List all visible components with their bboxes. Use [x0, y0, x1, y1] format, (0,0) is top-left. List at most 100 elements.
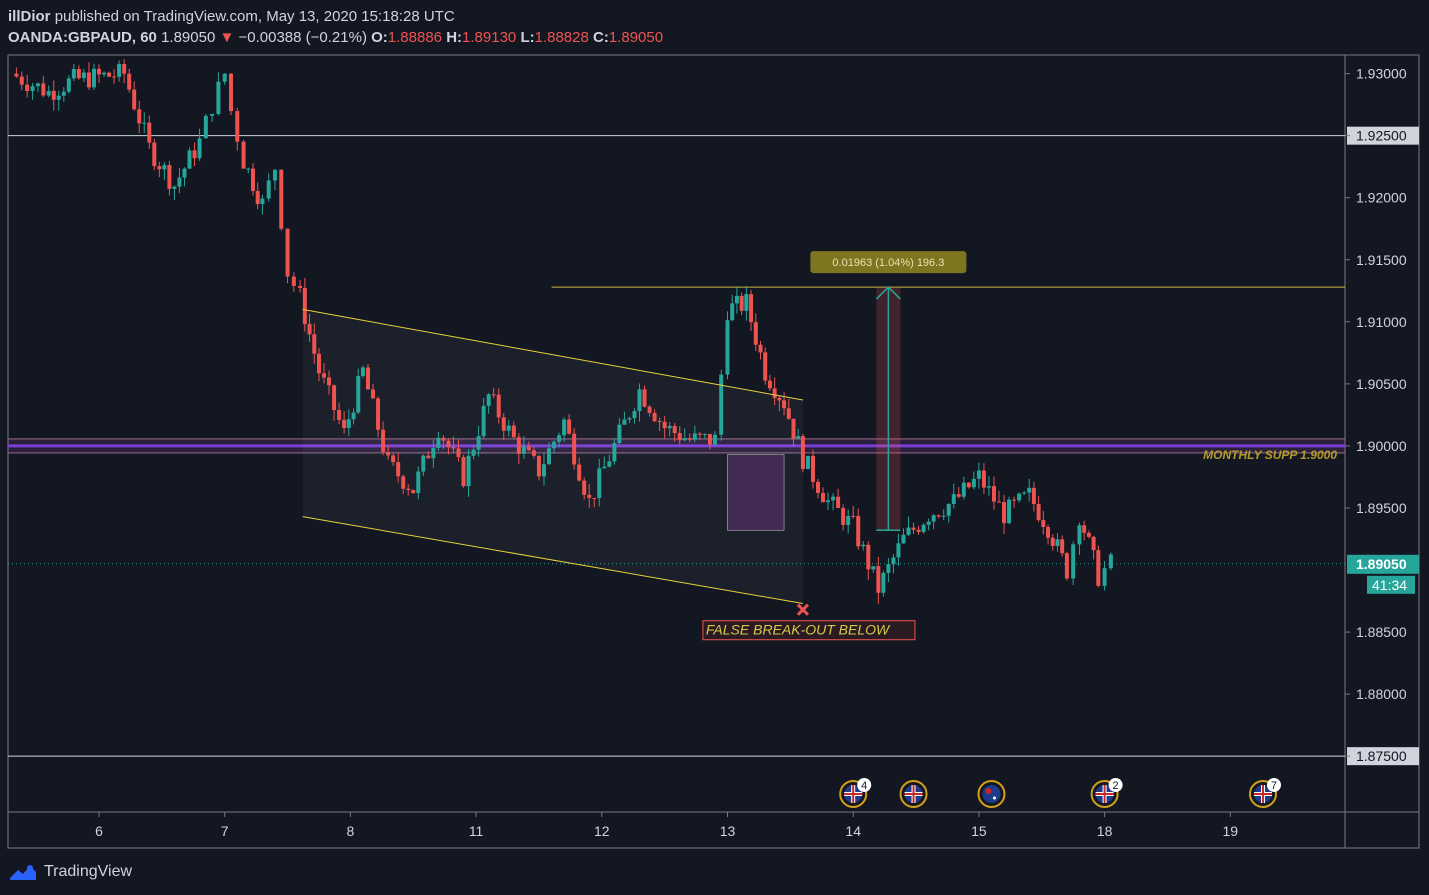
event-count: 4 — [861, 780, 867, 792]
economic-event[interactable] — [899, 780, 928, 808]
candle-up — [906, 527, 911, 535]
candle-down — [642, 389, 647, 407]
candle-up — [896, 543, 901, 558]
candle-up — [1102, 568, 1107, 586]
breakout-x-icon — [796, 603, 809, 616]
countdown-label: 41:34 — [1372, 577, 1407, 593]
candle-down — [491, 394, 496, 396]
candle-up — [986, 486, 991, 488]
candle-down — [381, 429, 386, 452]
candle-down — [749, 294, 754, 323]
candle-down — [97, 68, 101, 75]
uk-flag-icon — [1253, 785, 1272, 803]
candle-down — [526, 446, 531, 451]
economic-event[interactable]: 7 — [1248, 778, 1281, 808]
candle-down — [14, 73, 19, 77]
candle-up — [805, 455, 810, 470]
y-tick-label: 1.90500 — [1356, 376, 1407, 392]
candle-up — [162, 165, 167, 170]
y-tick-label: 1.91000 — [1356, 314, 1407, 330]
candle-down — [342, 419, 347, 428]
candle-down — [1046, 527, 1051, 538]
candle-up — [360, 367, 365, 377]
candle-down — [51, 90, 56, 100]
candle-down — [672, 425, 677, 434]
candle-down — [816, 481, 821, 493]
candle-up — [667, 425, 672, 429]
annotation-box — [702, 620, 916, 641]
candle-down — [1002, 502, 1007, 524]
candle-up — [976, 470, 981, 479]
publisher-name[interactable]: illDior — [8, 8, 51, 25]
candle-up — [117, 64, 122, 77]
candle-down — [707, 433, 712, 445]
candle-down — [411, 489, 416, 494]
brand-name[interactable]: TradingView — [44, 863, 133, 880]
candle-up — [346, 419, 351, 428]
channel-upper-line[interactable] — [302, 308, 804, 401]
candle-down — [841, 507, 846, 525]
candle-down — [112, 76, 117, 78]
candle-up — [1071, 544, 1076, 579]
candle-down — [235, 111, 240, 142]
channel-fill — [302, 309, 803, 604]
australia-flag-icon — [982, 785, 1001, 803]
symbol-label[interactable]: OANDA:GBPAUD, 60 — [8, 29, 157, 46]
x-tick-label: 19 — [1223, 823, 1239, 839]
candle-down — [376, 398, 381, 430]
candle-up — [901, 534, 906, 544]
candle-down — [41, 83, 46, 96]
candle-down — [316, 353, 321, 374]
candle-down — [250, 168, 255, 191]
candle-up — [1007, 499, 1012, 524]
current-price-tag — [1367, 554, 1419, 574]
channel-lower-line[interactable] — [302, 516, 804, 605]
candle-down — [241, 141, 246, 169]
candle-up — [1022, 492, 1027, 494]
candle-up — [351, 412, 356, 420]
candle-up — [471, 449, 476, 456]
candle-down — [739, 295, 744, 311]
candle-down — [956, 494, 961, 497]
tradingview-logo-icon[interactable] — [8, 862, 38, 882]
candle-up — [712, 434, 717, 445]
candle-up — [622, 419, 627, 425]
candle-up — [612, 442, 617, 462]
candle-down — [916, 529, 921, 532]
candle-down — [531, 450, 536, 456]
candle-up — [421, 455, 426, 472]
candle-down — [332, 385, 337, 411]
footer: TradingView — [8, 860, 132, 884]
candle-up — [725, 320, 730, 375]
candle-up — [637, 389, 642, 412]
candle-down — [876, 566, 881, 593]
candle-down — [772, 388, 777, 399]
price-change: −0.00388 (−0.21%) — [238, 29, 367, 46]
candle-up — [102, 72, 107, 75]
candle-up — [547, 448, 552, 465]
consolidation-box[interactable] — [727, 454, 785, 531]
candle-down — [228, 73, 233, 112]
candle-down — [365, 367, 370, 390]
economic-event[interactable] — [977, 780, 1006, 808]
close-label: C: — [593, 29, 609, 46]
candle-up — [881, 572, 886, 593]
down-arrow-icon: ▼ — [219, 29, 235, 46]
candle-down — [446, 440, 451, 448]
economic-event[interactable]: 4 — [839, 778, 872, 808]
candle-up — [617, 424, 622, 443]
candle-down — [1064, 553, 1069, 579]
candle-up — [476, 436, 481, 450]
candle-down — [936, 515, 941, 517]
economic-event[interactable]: 2 — [1090, 778, 1123, 808]
event-count-badge — [1108, 778, 1123, 792]
candle-down — [132, 89, 137, 110]
candle-down — [291, 276, 296, 286]
annotation-label: FALSE BREAK-OUT BELOW — [706, 622, 891, 638]
candle-up — [466, 455, 471, 487]
candle-up — [961, 482, 966, 497]
candle-down — [285, 228, 290, 277]
candle-down — [652, 412, 657, 422]
candle-down — [1082, 525, 1087, 533]
